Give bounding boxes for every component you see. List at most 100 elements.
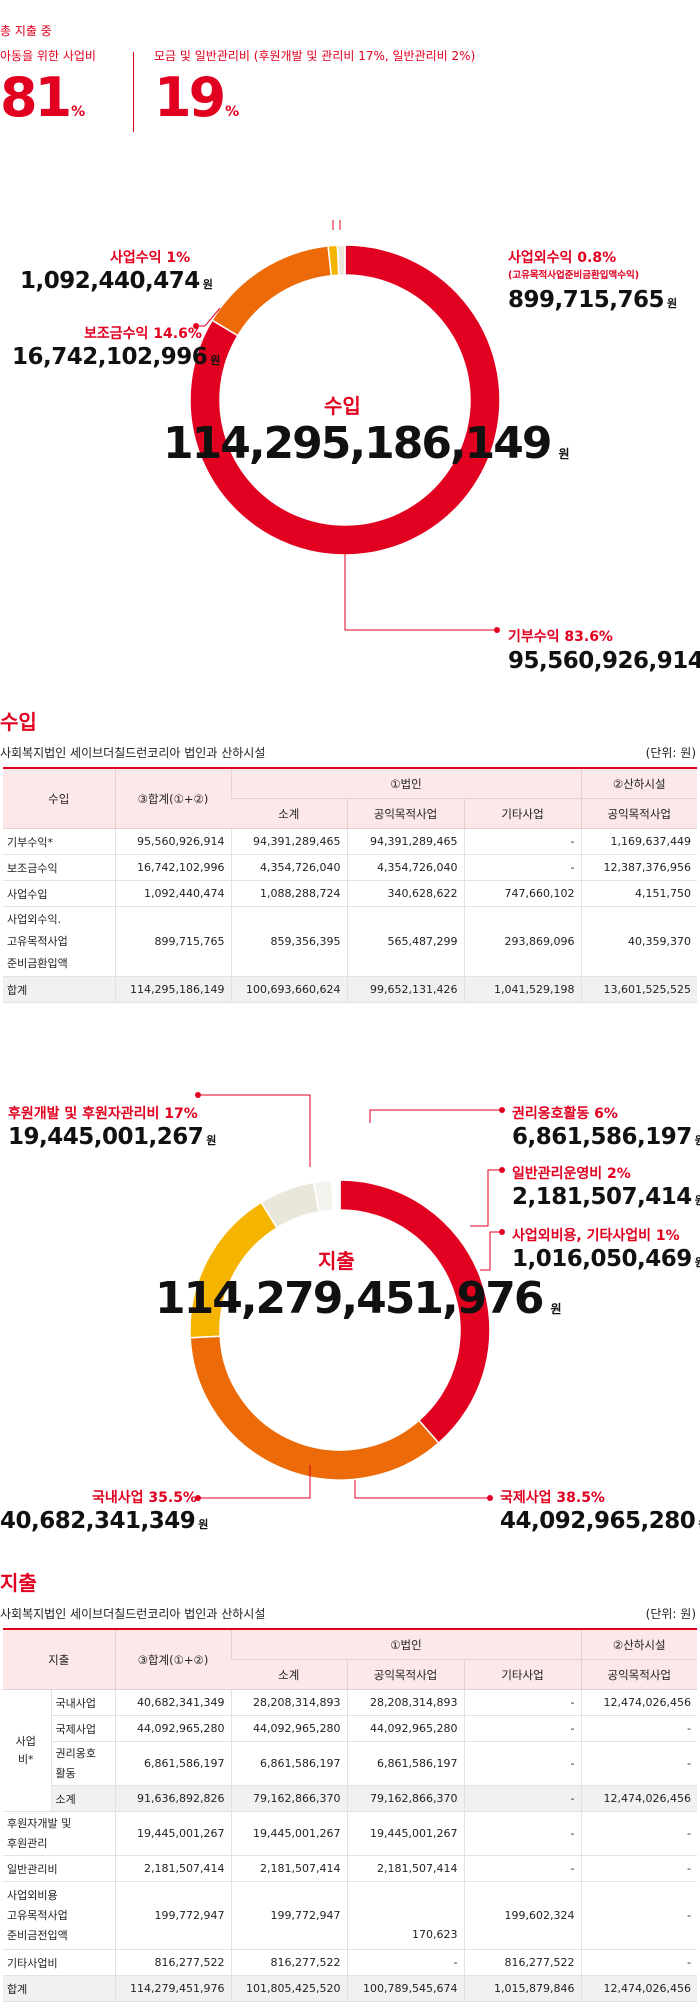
cell: 91,636,892,826	[114, 1785, 231, 1812]
cell: 79,162,866,370	[346, 1785, 464, 1812]
expense-label-advocacy: 권리옹호활동 6%	[512, 1106, 618, 1122]
expense-label-domestic: 국내사업 35.5%	[92, 1490, 197, 1506]
expense-leader-dot-3	[195, 1092, 201, 1098]
cell: -	[580, 1741, 697, 1786]
income-amount-subsidy: 16,742,102,996 원	[12, 344, 220, 370]
row-label: 사업수입	[3, 880, 115, 907]
expense-amount-fundraising: 19,445,001,267 원	[8, 1124, 216, 1150]
income-amount-donation: 95,560,926,914원	[508, 648, 700, 674]
expense-label-general: 일반관리운영비 2%	[512, 1166, 631, 1182]
expense-label-international: 국제사업 38.5%	[500, 1490, 605, 1506]
cell: 293,869,096	[463, 906, 581, 977]
table-row: 일반관리비 2,181,507,414 2,181,507,414 2,181,…	[3, 1855, 697, 1882]
income-amount-nonop: 899,715,765 원	[508, 287, 677, 313]
row-label: 기부수익*	[3, 828, 115, 855]
expense-label-fundraising: 후원개발 및 후원자관리비 17%	[8, 1106, 198, 1122]
row-label-line: 고유목적사업	[7, 1908, 68, 1922]
row-label: 보조금수익	[3, 854, 115, 881]
cell: 2,181,507,414	[230, 1855, 347, 1882]
cell: 19,445,001,267	[346, 1811, 464, 1856]
expense-center-title: 지출	[318, 1249, 355, 1273]
expense-head-col1: 지출	[3, 1629, 115, 1690]
income-leader-line-3	[344, 552, 497, 631]
income-center-title: 수입	[324, 394, 361, 418]
cell: -	[580, 1715, 697, 1742]
income-label-subsidy: 보조금수익 14.6%	[84, 326, 202, 342]
cell: -	[346, 1949, 464, 1976]
table-row: 보조금수익 16,742,102,996 4,354,726,040 4,354…	[3, 854, 697, 881]
group-label: 사업 비*	[3, 1689, 51, 1812]
cell: 6,861,586,197	[114, 1741, 231, 1786]
cell: 4,151,750	[580, 880, 697, 907]
table-row: 사업외비용 고유목적사업 준비금전입액 199,772,947 199,772,…	[3, 1881, 697, 1950]
cell: -	[580, 1811, 697, 1856]
cell: -	[463, 1785, 581, 1812]
cell: 79,162,866,370	[230, 1785, 347, 1812]
group-label-line: 비*	[17, 1752, 34, 1766]
income-label-nonop: 사업외수익 0.8%	[508, 250, 617, 266]
income-label-business: 사업수익 1%	[110, 250, 191, 266]
expense-table: 지출 ③합계(①+②) ①법인 ②산하시설 소계 공익목적사업 기타사업 공익목…	[3, 1628, 697, 2002]
table-row: 사업 비* 국내사업 40,682,341,349 28,208,314,893…	[3, 1689, 697, 1812]
cell: 899,715,765	[114, 906, 231, 977]
cell: 1,015,879,846	[463, 1975, 581, 2002]
cell: 4,354,726,040	[230, 854, 347, 881]
cell: 100,789,545,674	[346, 1975, 464, 2002]
row-label-line: 권리옹호	[55, 1746, 96, 1760]
cell: -	[463, 828, 581, 855]
cell: -	[463, 1811, 581, 1856]
expense-slice-1	[189, 1335, 440, 1481]
table-row-total: 합계 114,295,186,149 100,693,660,624 99,65…	[3, 976, 697, 1003]
cell: -	[463, 1741, 581, 1786]
cell: 40,682,341,349	[114, 1689, 231, 1716]
cell: 13,601,525,525	[580, 976, 697, 1003]
cell: 101,805,425,520	[230, 1975, 347, 2002]
cell: 859,356,395	[230, 906, 347, 977]
summary-right-label: 모금 및 일반관리비 (후원개발 및 관리비 17%, 일반관리비 2%)	[154, 49, 476, 63]
summary-left-value: 81%	[0, 66, 86, 129]
row-label: 합계	[3, 976, 115, 1003]
expense-amount-international: 44,092,965,280원	[500, 1508, 700, 1534]
cell: 1,041,529,198	[463, 976, 581, 1003]
cell: 40,359,370	[580, 906, 697, 977]
expense-head-sub1: 소계	[231, 1659, 347, 1690]
income-head-sub1: 소계	[231, 798, 347, 829]
summary-right-value: 19%	[154, 66, 240, 129]
cell: 95,560,926,914	[114, 828, 231, 855]
cell: 6,861,586,197	[230, 1741, 347, 1786]
cell: 6,861,586,197	[346, 1741, 464, 1786]
income-slice-1	[211, 245, 333, 337]
expense-table-caption: 사회복지법인 세이브더칠드런코리아 법인과 산하시설	[0, 1607, 266, 1621]
table-row: 사업외수익. 고유목적사업 준비금환입액 899,715,765 859,356…	[3, 906, 697, 977]
cell: -	[463, 1715, 581, 1742]
income-head-sub3: 기타사업	[463, 798, 581, 829]
cell: -	[580, 1855, 697, 1882]
cell: 44,092,965,280	[230, 1715, 347, 1742]
cell: 4,354,726,040	[346, 854, 464, 881]
row-label: 기타사업비	[3, 1949, 115, 1976]
cell: 12,387,376,956	[580, 854, 697, 881]
cell: -	[580, 1949, 697, 1976]
row-label: 후원자개발 및 후원관리	[3, 1811, 115, 1856]
cell: 2,181,507,414	[114, 1855, 231, 1882]
row-label: 국제사업	[50, 1715, 115, 1742]
row-label-line: 활동	[55, 1766, 76, 1780]
expense-head-group1: ①법인	[230, 1629, 581, 1660]
expense-center-total: 114,279,451,976 원	[155, 1273, 562, 1324]
cell: 816,277,522	[463, 1949, 581, 1976]
income-head-sub2: 공익목적사업	[346, 798, 464, 829]
expense-head-group2: ②산하시설	[580, 1629, 697, 1660]
cell: 44,092,965,280	[346, 1715, 464, 1742]
income-label-nonop-note: (고유목적사업준비금환입액수익)	[508, 270, 640, 281]
row-label-line: 사업외비용	[7, 1888, 58, 1902]
income-section-title: 수입	[0, 710, 37, 734]
expense-head-sub2: 공익목적사업	[346, 1659, 464, 1690]
row-label-line: 준비금전입액	[7, 1928, 68, 1942]
expense-leader-line-4	[198, 1465, 311, 1499]
table-row: 기타사업비 816,277,522 816,277,522 - 816,277,…	[3, 1949, 697, 1976]
expense-amount-nonop: 1,016,050,469 원	[512, 1246, 700, 1272]
table-row: 국제사업 44,092,965,280 44,092,965,280 44,09…	[3, 1715, 697, 1742]
income-leader-line-0	[332, 220, 334, 230]
group-label-line: 사업	[15, 1734, 36, 1748]
cell: -	[580, 1881, 697, 1950]
